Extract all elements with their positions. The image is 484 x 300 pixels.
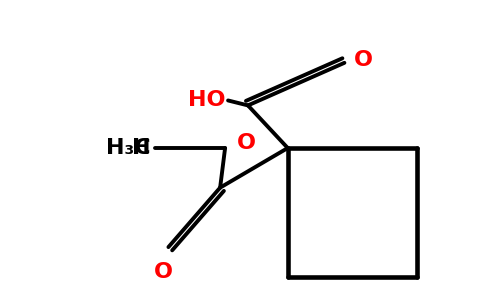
Text: H₃C: H₃C <box>106 138 151 158</box>
Text: O: O <box>354 50 373 70</box>
Text: O: O <box>154 262 173 282</box>
Text: O: O <box>237 133 256 153</box>
Text: H: H <box>132 138 151 158</box>
Text: HO: HO <box>188 91 225 110</box>
